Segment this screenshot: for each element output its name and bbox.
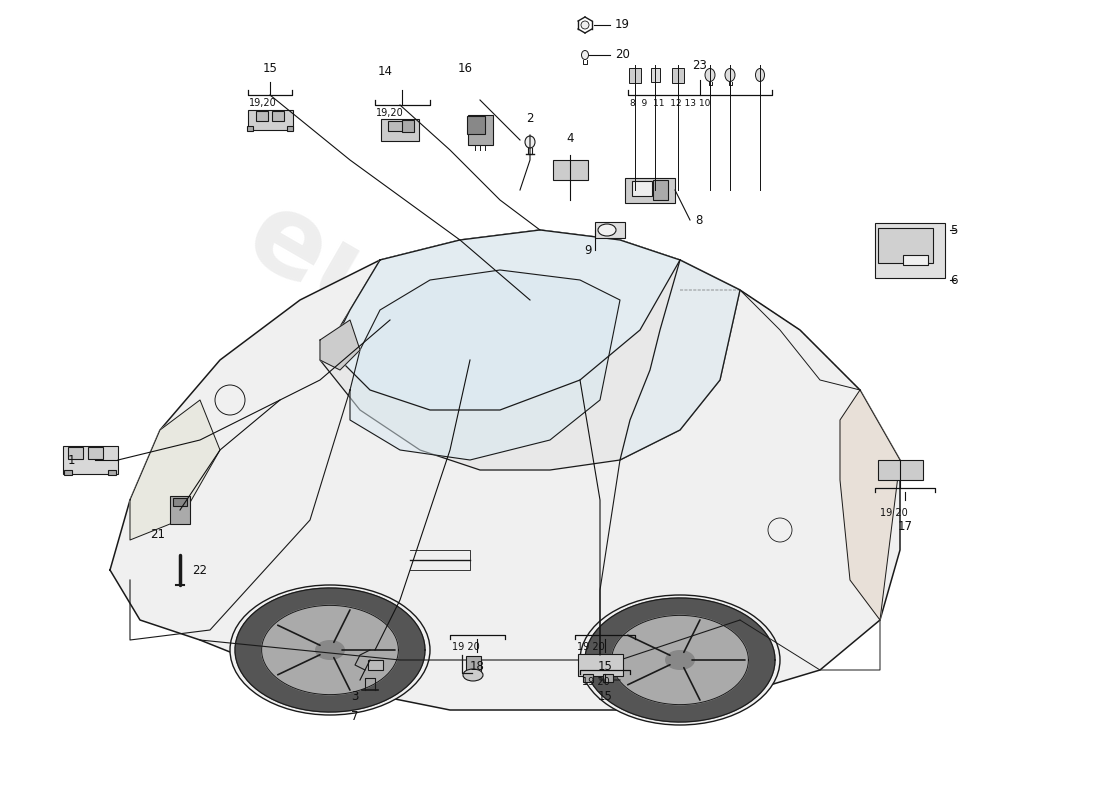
Ellipse shape	[705, 69, 715, 82]
Text: 19 20: 19 20	[880, 508, 907, 518]
Text: 4: 4	[566, 132, 574, 145]
Polygon shape	[130, 400, 220, 540]
Bar	[108, 470, 115, 474]
Polygon shape	[840, 390, 900, 620]
Bar	[67, 447, 82, 459]
Text: 1: 1	[67, 454, 75, 466]
Bar	[248, 126, 253, 130]
Text: 3: 3	[351, 690, 359, 703]
Bar	[272, 111, 284, 121]
Bar	[248, 110, 293, 130]
Bar	[63, 446, 118, 474]
Bar	[632, 181, 652, 195]
Ellipse shape	[230, 585, 430, 715]
Bar	[173, 498, 187, 506]
Text: 19 20: 19 20	[578, 642, 605, 652]
Bar	[874, 222, 945, 278]
Ellipse shape	[581, 21, 589, 29]
Polygon shape	[262, 606, 398, 694]
Text: a passion for parts... since 1985: a passion for parts... since 1985	[319, 414, 601, 586]
Bar	[652, 180, 668, 200]
Text: 6: 6	[950, 274, 957, 286]
Text: 19 20: 19 20	[582, 677, 609, 687]
Text: 15: 15	[597, 660, 613, 673]
Bar	[88, 447, 102, 459]
Text: 19 20: 19 20	[452, 642, 480, 652]
Text: 2: 2	[526, 112, 534, 125]
Ellipse shape	[582, 50, 588, 59]
Bar	[603, 674, 613, 682]
Ellipse shape	[598, 224, 616, 236]
Ellipse shape	[756, 69, 764, 82]
Bar	[367, 660, 383, 670]
Polygon shape	[620, 260, 740, 460]
Bar	[650, 68, 660, 82]
Text: 22: 22	[192, 563, 207, 577]
Bar	[287, 126, 293, 130]
Polygon shape	[350, 270, 620, 460]
Text: euroParts: euroParts	[228, 180, 812, 580]
Text: 16: 16	[458, 62, 473, 75]
Polygon shape	[235, 588, 425, 712]
Bar	[170, 496, 190, 524]
Polygon shape	[320, 230, 740, 470]
Bar	[468, 115, 493, 145]
Text: 19: 19	[615, 18, 630, 31]
Text: 5: 5	[950, 223, 957, 237]
Polygon shape	[110, 230, 900, 710]
Polygon shape	[666, 650, 694, 670]
Ellipse shape	[463, 669, 483, 681]
Bar	[64, 470, 72, 474]
Bar	[256, 111, 268, 121]
Text: 20: 20	[615, 49, 630, 62]
Polygon shape	[330, 230, 680, 410]
Ellipse shape	[525, 136, 535, 148]
Text: 14: 14	[377, 65, 393, 78]
Bar	[465, 656, 481, 674]
Bar	[672, 67, 684, 82]
Bar	[402, 120, 414, 132]
Text: 19,20: 19,20	[249, 98, 277, 108]
Bar	[381, 119, 419, 141]
Polygon shape	[316, 641, 344, 659]
Text: 9: 9	[584, 243, 592, 257]
Polygon shape	[612, 615, 748, 705]
Bar	[878, 227, 933, 262]
Bar	[552, 160, 587, 180]
Text: 15: 15	[597, 690, 613, 703]
Ellipse shape	[580, 595, 780, 725]
Text: 8: 8	[695, 214, 703, 226]
Text: 18: 18	[470, 660, 484, 673]
Polygon shape	[585, 598, 776, 722]
Bar	[595, 222, 625, 238]
Text: 19,20: 19,20	[376, 108, 404, 118]
Polygon shape	[320, 320, 360, 370]
Bar	[902, 255, 927, 265]
Text: 21: 21	[150, 529, 165, 542]
Text: 17: 17	[898, 520, 913, 533]
Text: 15: 15	[263, 62, 277, 75]
Text: 8  9  11  12 13 10: 8 9 11 12 13 10	[630, 99, 711, 108]
Bar	[878, 460, 923, 480]
Text: 23: 23	[693, 59, 707, 72]
Ellipse shape	[725, 69, 735, 82]
Bar	[583, 674, 593, 682]
Bar	[625, 178, 675, 202]
Bar	[468, 116, 485, 134]
Bar	[629, 67, 641, 82]
Text: 7: 7	[351, 710, 359, 723]
Bar	[578, 654, 623, 676]
Bar	[387, 121, 403, 131]
